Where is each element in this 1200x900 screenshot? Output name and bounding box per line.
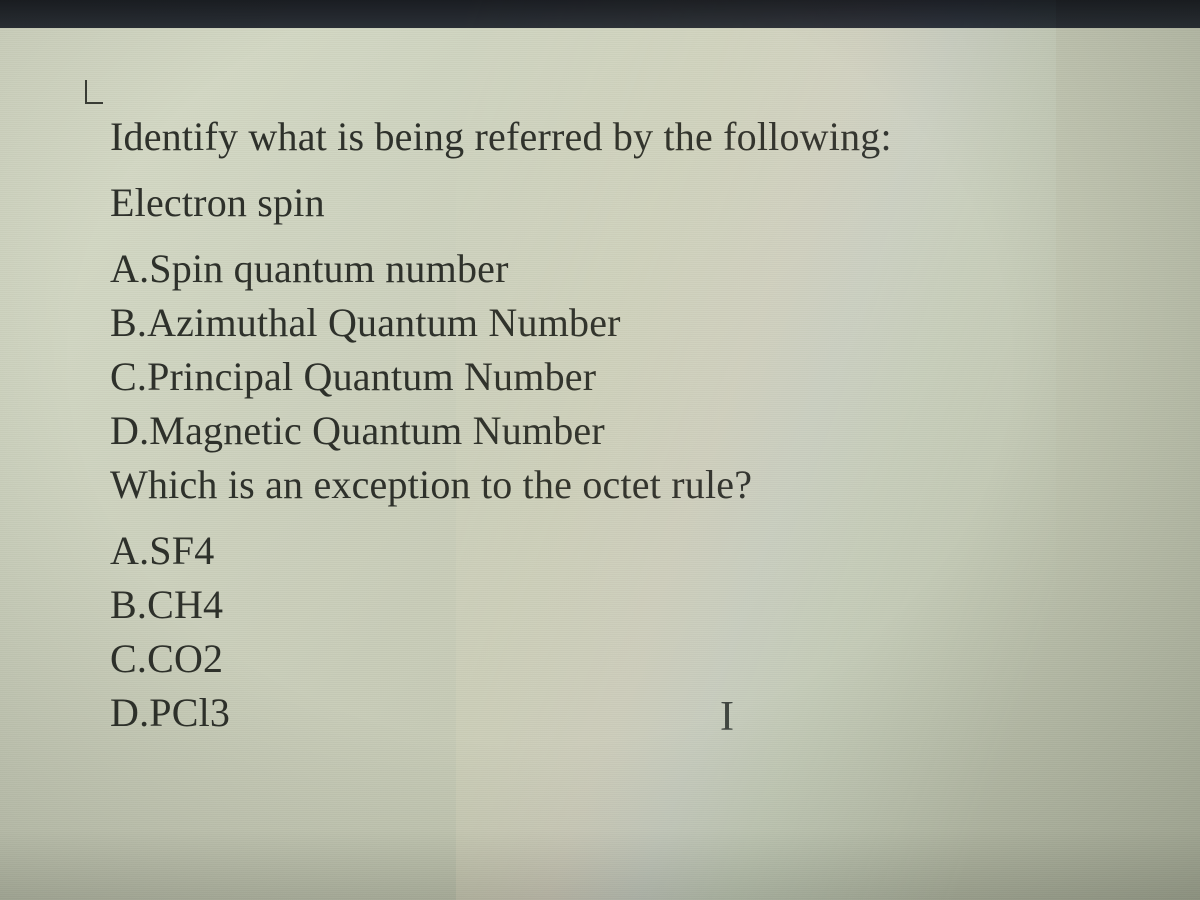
- q2-option-d: D.PCl3: [110, 686, 1140, 740]
- option-letter: D: [110, 690, 139, 735]
- q2-option-a: A.SF4: [110, 524, 1140, 578]
- option-text: Principal Quantum Number: [147, 354, 596, 399]
- insertion-corner-mark: [85, 80, 103, 104]
- text-cursor-icon: I: [720, 693, 734, 741]
- q1-option-b: B.Azimuthal Quantum Number: [110, 296, 1140, 350]
- q1-prompt-line2: Electron spin: [110, 176, 1140, 230]
- option-text: CO2: [147, 636, 223, 681]
- option-letter: D: [110, 408, 139, 453]
- option-text: Spin quantum number: [149, 246, 508, 291]
- q1-prompt-line1: Identify what is being referred by the f…: [110, 110, 1140, 164]
- option-text: PCl3: [149, 690, 230, 735]
- option-text: SF4: [149, 528, 214, 573]
- q1-option-a: A.Spin quantum number: [110, 242, 1140, 296]
- q2-option-b: B.CH4: [110, 578, 1140, 632]
- option-letter: B: [110, 582, 137, 627]
- q2-option-c: C.CO2: [110, 632, 1140, 686]
- window-top-bar: [0, 0, 1200, 28]
- bottom-shade-overlay: [0, 830, 1200, 900]
- option-text: CH4: [147, 582, 223, 627]
- q2-prompt-line1: Which is an exception to the octet rule?: [110, 458, 1140, 512]
- option-letter: A: [110, 246, 139, 291]
- option-letter: B: [110, 300, 137, 345]
- question-content: Identify what is being referred by the f…: [110, 110, 1140, 740]
- option-letter: C: [110, 636, 137, 681]
- option-text: Magnetic Quantum Number: [149, 408, 605, 453]
- option-letter: C: [110, 354, 137, 399]
- option-text: Azimuthal Quantum Number: [147, 300, 621, 345]
- q1-option-c: C.Principal Quantum Number: [110, 350, 1140, 404]
- option-letter: A: [110, 528, 139, 573]
- q1-option-d: D.Magnetic Quantum Number: [110, 404, 1140, 458]
